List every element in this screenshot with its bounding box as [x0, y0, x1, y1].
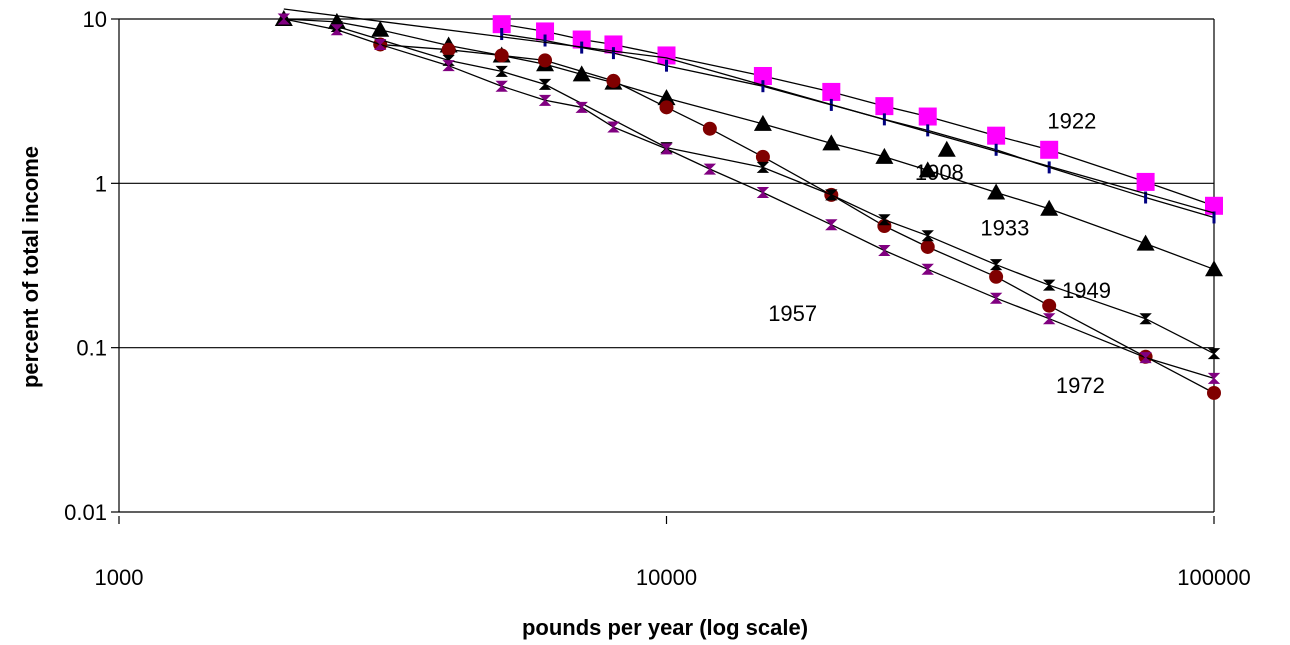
bowtie-marker — [756, 161, 770, 173]
square-marker — [875, 97, 894, 116]
circle-marker — [606, 73, 621, 88]
triangle-marker — [1136, 234, 1155, 251]
bowtie-marker — [442, 60, 455, 72]
triangle-marker — [657, 89, 676, 106]
bowtie-marker — [1207, 348, 1221, 360]
circle-marker — [1042, 298, 1057, 313]
bowtie-marker — [538, 94, 552, 106]
bowtie-marker — [330, 24, 344, 36]
series-line — [283, 18, 1215, 270]
square-marker — [536, 22, 555, 41]
bowtie-marker — [374, 38, 387, 50]
circle-marker — [494, 48, 509, 63]
bowtie-marker — [538, 78, 552, 90]
tick-labels: 1000 10000 100000 10 1 0.1 0.01 — [64, 7, 1251, 590]
bowtie-marker — [703, 163, 717, 175]
axes — [111, 18, 1215, 524]
triangle-marker — [918, 161, 937, 178]
x-tick-label: 1000 — [95, 565, 144, 590]
bowtie-marker — [495, 65, 508, 77]
y-tick-label: 1 — [95, 171, 107, 196]
circle-marker — [441, 42, 456, 57]
grid-lines — [119, 18, 1214, 513]
circle-marker — [1207, 385, 1221, 400]
series — [274, 10, 1223, 277]
y-tick-label: 10 — [83, 7, 107, 32]
series-line — [501, 33, 1215, 219]
bowtie-marker — [660, 143, 673, 155]
bowtie-marker — [607, 121, 620, 133]
series — [492, 15, 1223, 215]
year-annotation: 1957 — [768, 301, 817, 326]
bowtie-marker — [756, 186, 770, 198]
triangle-marker — [572, 65, 591, 82]
bowtie-marker — [1042, 279, 1056, 291]
y-tick-label: 0.01 — [64, 500, 107, 525]
x-tick-label: 100000 — [1177, 565, 1250, 590]
square-marker — [822, 82, 841, 101]
x-axis-title: pounds per year (log scale) — [522, 615, 808, 640]
bowtie-marker — [575, 101, 588, 113]
circle-marker — [659, 100, 674, 115]
square-marker — [1205, 196, 1223, 215]
circle-marker — [755, 149, 770, 164]
square-marker — [657, 46, 676, 65]
square-marker — [492, 15, 511, 34]
triangle-marker — [1205, 260, 1223, 277]
bowtie-marker — [921, 263, 934, 275]
series-line — [283, 8, 1215, 214]
square-marker — [987, 126, 1006, 145]
triangle-marker — [1040, 199, 1059, 216]
series — [283, 8, 1215, 214]
square-marker — [1136, 172, 1155, 191]
series — [500, 28, 1216, 224]
series — [373, 37, 1221, 400]
square-marker — [604, 35, 623, 54]
year-annotation: 1933 — [980, 216, 1029, 241]
triangle-marker — [875, 147, 894, 164]
bowtie-marker — [989, 292, 1003, 304]
y-tick-label: 0.1 — [76, 336, 107, 361]
square-marker — [572, 30, 591, 49]
circle-marker — [538, 53, 553, 68]
bowtie-marker — [1042, 313, 1056, 325]
bowtie-marker — [825, 219, 838, 231]
bowtie-marker — [1139, 313, 1152, 325]
bowtie-marker — [921, 230, 934, 242]
circle-marker — [920, 239, 935, 254]
y-axis-title: percent of total income — [18, 146, 43, 388]
triangle-marker — [371, 20, 390, 37]
square-marker — [1040, 140, 1059, 159]
bowtie-marker — [878, 245, 891, 257]
series — [937, 140, 956, 157]
year-annotation: 1949 — [1062, 278, 1111, 303]
bowtie-marker — [277, 13, 291, 25]
circle-marker — [989, 269, 1004, 284]
triangle-marker — [753, 114, 772, 131]
series-line — [380, 43, 1215, 394]
circle-marker — [877, 219, 892, 234]
series-line — [283, 18, 1215, 380]
plot-area — [274, 8, 1223, 400]
year-annotation: 1922 — [1047, 109, 1096, 134]
bowtie-marker — [495, 80, 508, 92]
triangle-marker — [822, 134, 841, 151]
square-marker — [753, 66, 772, 85]
series — [277, 13, 1221, 384]
year-annotation: 1908 — [915, 160, 964, 185]
triangle-marker — [937, 140, 956, 157]
bowtie-marker — [878, 214, 891, 226]
circle-marker — [702, 121, 717, 136]
bowtie-marker — [1207, 372, 1221, 384]
year-annotation: 1972 — [1056, 373, 1105, 398]
series — [330, 21, 1221, 360]
x-tick-label: 10000 — [636, 565, 697, 590]
triangle-marker — [987, 183, 1006, 200]
bowtie-marker — [825, 189, 838, 201]
annotations: 1922 1908 1933 1949 1957 1972 — [768, 109, 1111, 398]
bowtie-marker — [989, 259, 1003, 271]
bowtie-marker — [1139, 352, 1152, 364]
square-marker — [918, 107, 937, 126]
